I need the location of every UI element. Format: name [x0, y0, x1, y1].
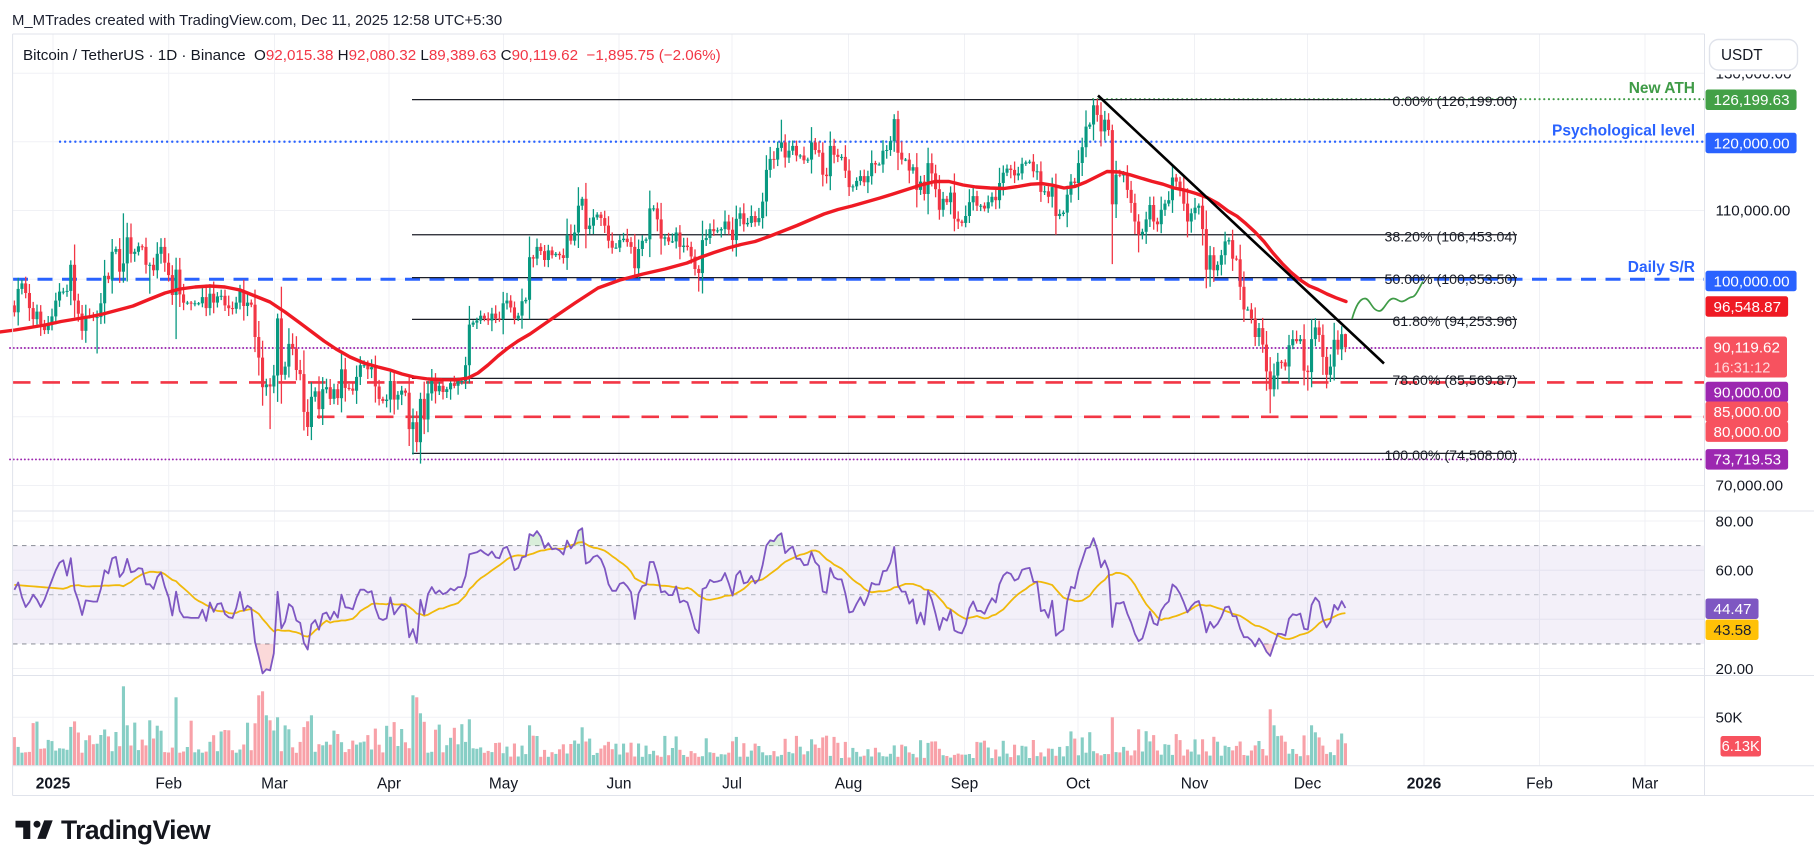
svg-text:Jul: Jul	[722, 776, 742, 793]
svg-text:78.60% (85,569.87): 78.60% (85,569.87)	[1392, 373, 1517, 389]
svg-text:Nov: Nov	[1181, 776, 1209, 793]
svg-text:2026: 2026	[1407, 776, 1442, 793]
svg-text:70,000.00: 70,000.00	[1716, 477, 1784, 494]
svg-text:16:31:12: 16:31:12	[1714, 360, 1771, 376]
svg-text:Bitcoin / TetherUS · 1D · Bina: Bitcoin / TetherUS · 1D · Binance O92,01…	[23, 47, 721, 64]
svg-text:TradingView: TradingView	[61, 815, 211, 845]
svg-text:90,000.00: 90,000.00	[1714, 384, 1782, 401]
svg-text:May: May	[489, 776, 519, 793]
svg-text:2025: 2025	[36, 776, 71, 793]
svg-text:100.00% (74,508.00): 100.00% (74,508.00)	[1384, 448, 1517, 464]
svg-text:80,000.00: 80,000.00	[1714, 424, 1782, 441]
svg-text:44.47: 44.47	[1714, 601, 1752, 618]
svg-text:Sep: Sep	[951, 776, 979, 793]
svg-text:USDT: USDT	[1721, 47, 1763, 64]
svg-text:Apr: Apr	[377, 776, 401, 793]
svg-text:85,000.00: 85,000.00	[1714, 404, 1782, 421]
svg-text:New ATH: New ATH	[1629, 80, 1695, 97]
svg-text:Mar: Mar	[1632, 776, 1659, 793]
svg-text:M_MTrades created with Trading: M_MTrades created with TradingView.com, …	[12, 13, 502, 29]
svg-text:Aug: Aug	[835, 776, 863, 793]
svg-text:Dec: Dec	[1294, 776, 1322, 793]
svg-text:80.00: 80.00	[1716, 513, 1754, 530]
svg-text:61.80% (94,253.96): 61.80% (94,253.96)	[1392, 314, 1517, 330]
svg-text:Feb: Feb	[1526, 776, 1553, 793]
svg-text:38.20% (106,453.04): 38.20% (106,453.04)	[1384, 229, 1517, 245]
svg-text:50.00% (100,353.50): 50.00% (100,353.50)	[1384, 272, 1517, 288]
svg-text:90,119.62: 90,119.62	[1714, 339, 1780, 356]
svg-text:73,719.53: 73,719.53	[1714, 452, 1782, 469]
svg-text:50K: 50K	[1716, 710, 1743, 727]
svg-text:Mar: Mar	[261, 776, 288, 793]
svg-text:6.13K: 6.13K	[1722, 739, 1760, 755]
svg-text:96,548.87: 96,548.87	[1714, 299, 1782, 316]
svg-text:Psychological level: Psychological level	[1552, 123, 1695, 140]
svg-text:Jun: Jun	[607, 776, 632, 793]
svg-text:0.00% (126,199.00): 0.00% (126,199.00)	[1392, 94, 1517, 110]
svg-text:Oct: Oct	[1066, 776, 1091, 793]
svg-text:20.00: 20.00	[1716, 661, 1754, 678]
svg-text:126,199.63: 126,199.63	[1714, 92, 1790, 109]
svg-text:43.58: 43.58	[1714, 622, 1752, 639]
svg-text:120,000.00: 120,000.00	[1714, 135, 1790, 152]
svg-text:60.00: 60.00	[1716, 563, 1754, 580]
svg-text:110,000.00: 110,000.00	[1716, 202, 1791, 219]
svg-text:100,000.00: 100,000.00	[1714, 273, 1790, 290]
svg-text:Feb: Feb	[155, 776, 182, 793]
svg-text:Daily S/R: Daily S/R	[1628, 259, 1695, 276]
